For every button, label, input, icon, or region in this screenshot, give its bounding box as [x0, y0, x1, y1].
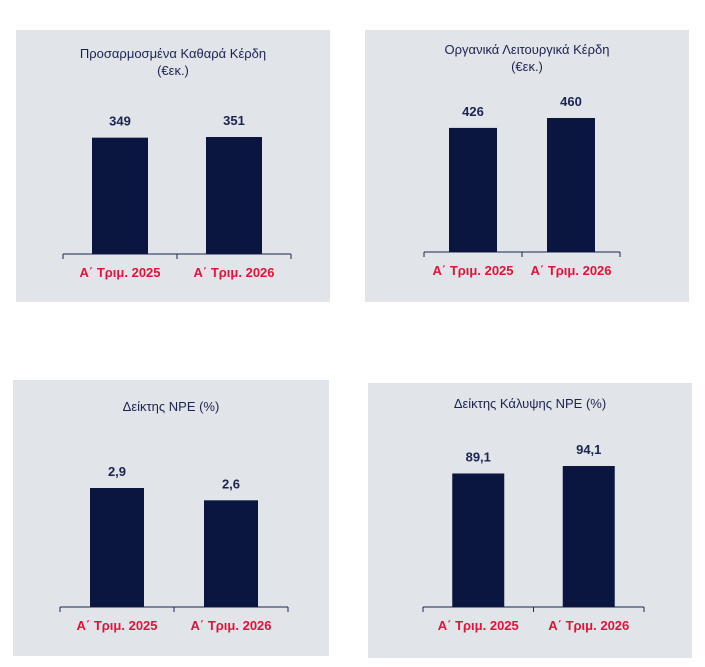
bar [90, 488, 144, 607]
x-tick-label: Α΄ Τριμ. 2026 [530, 263, 611, 278]
chart-title-text: Δείκτης NPE (%) [122, 399, 220, 414]
data-label: 2,9 [108, 464, 126, 479]
bar-chart: 426 Α΄ Τριμ. 2025 460 Α΄ Τριμ. 2026 [423, 94, 621, 278]
x-tick-label: Α΄ Τριμ. 2025 [79, 265, 160, 280]
bar-chart: 349 Α΄ Τριμ. 2025 351 Α΄ Τριμ. 2026 [62, 113, 292, 280]
bar [562, 466, 615, 607]
data-label: 460 [560, 94, 582, 109]
data-label: 349 [109, 114, 131, 129]
data-label: 2,6 [222, 476, 240, 491]
chart-title-text: Δείκτης Κάλυψης NPE (%) [453, 396, 607, 411]
chart-panel-npe-coverage-ratio: Δείκτης Κάλυψης NPE (%) 89,1 Α΄ Τριμ. 202… [368, 383, 692, 658]
x-tick-label: Α΄ Τριμ. 2026 [548, 618, 629, 633]
x-tick-label: Α΄ Τριμ. 2025 [438, 618, 519, 633]
bar-chart: 2,9 Α΄ Τριμ. 2025 2,6 Α΄ Τριμ. 2026 [59, 464, 289, 633]
data-label: 351 [223, 113, 245, 128]
data-label: 94,1 [576, 442, 601, 457]
bar [206, 137, 262, 254]
bar [547, 118, 595, 252]
x-tick-label: Α΄ Τριμ. 2025 [432, 263, 513, 278]
chart-title-text: Οργανικά Λειτουργικά Κέρδη [444, 42, 610, 57]
chart-subtitle-text: (€εκ.) [511, 59, 543, 74]
data-label: 426 [462, 104, 484, 119]
chart-title: Δείκτης NPE (%) [13, 398, 329, 415]
chart-panel-organic-operating-profit: Οργανικά Λειτουργικά Κέρδη (€εκ.) 426 Α΄ … [365, 30, 689, 302]
chart-panel-adjusted-net-profit: Προσαρμοσμένα Καθαρά Κέρδη (€εκ.) 349 Α΄ … [16, 30, 330, 302]
bar-chart: 89,1 Α΄ Τριμ. 2025 94,1 Α΄ Τριμ. 2026 [422, 442, 645, 633]
chart-panel-npe-ratio: Δείκτης NPE (%) 2,9 Α΄ Τριμ. 2025 2,6 Α΄ Τρ… [13, 380, 329, 656]
bar [204, 500, 258, 607]
bar [452, 473, 505, 607]
chart-title: Οργανικά Λειτουργικά Κέρδη (€εκ.) [365, 41, 689, 75]
x-tick-label: Α΄ Τριμ. 2025 [76, 618, 157, 633]
chart-title: Προσαρμοσμένα Καθαρά Κέρδη (€εκ.) [16, 45, 330, 79]
chart-title-text: Προσαρμοσμένα Καθαρά Κέρδη [79, 46, 267, 61]
x-tick-label: Α΄ Τριμ. 2026 [190, 618, 271, 633]
chart-title: Δείκτης Κάλυψης NPE (%) [368, 395, 692, 412]
bar [449, 127, 497, 252]
data-label: 89,1 [466, 449, 491, 464]
chart-subtitle-text: (€εκ.) [157, 63, 189, 78]
x-tick-label: Α΄ Τριμ. 2026 [193, 265, 274, 280]
bar [92, 137, 148, 254]
